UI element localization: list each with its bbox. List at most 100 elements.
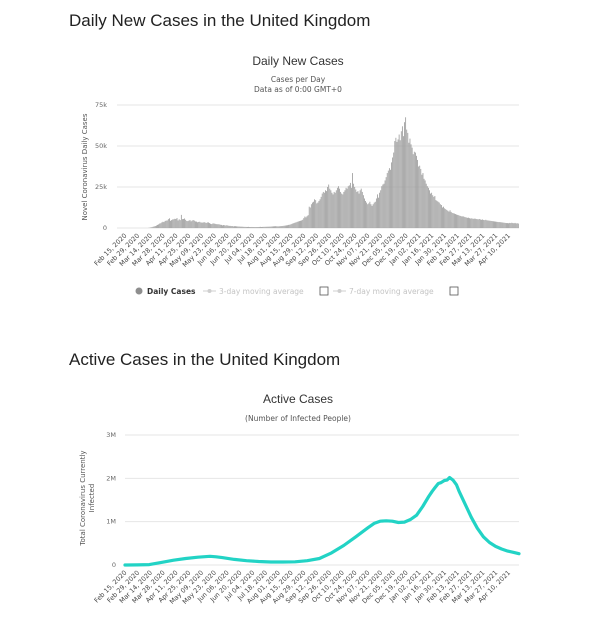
daily-case-bar (177, 220, 179, 228)
chart-subtitle-line: Data as of 0:00 GMT+0 (254, 85, 342, 94)
daily-case-bar (432, 195, 434, 228)
legend-item-daily-cases[interactable]: Daily Cases (135, 287, 197, 296)
legend-marker (207, 289, 212, 293)
daily-case-bar (377, 194, 378, 228)
daily-case-bar (186, 220, 188, 228)
daily-case-bar (348, 185, 350, 228)
daily-case-bar (501, 222, 503, 228)
daily-case-bar (165, 220, 167, 228)
daily-case-bar (369, 201, 371, 228)
daily-case-bar (424, 180, 426, 228)
daily-case-bar (474, 218, 476, 228)
daily-case-bar (460, 216, 462, 228)
daily-case-bar (448, 211, 450, 228)
daily-case-bar (164, 220, 166, 228)
daily-case-bar (514, 222, 516, 228)
daily-case-bar (178, 219, 180, 228)
daily-case-bar (496, 221, 498, 228)
daily-case-bar (333, 191, 335, 228)
daily-case-bar (307, 215, 309, 228)
daily-case-bar (314, 199, 316, 228)
daily-case-bar (315, 200, 317, 228)
daily-case-bar (183, 218, 184, 228)
daily-case-bar (281, 226, 283, 228)
daily-case-bar (331, 192, 333, 228)
daily-case-bar (401, 126, 403, 228)
daily-case-bar (274, 226, 275, 228)
daily-case-bar (397, 139, 399, 228)
daily-case-bar (477, 219, 479, 228)
daily-case-bar (262, 226, 264, 228)
daily-case-bar (172, 219, 174, 228)
daily-case-bar (412, 154, 414, 228)
daily-case-bar (251, 226, 253, 228)
daily-case-bar (405, 117, 407, 228)
daily-case-bar (316, 203, 318, 228)
daily-case-bar (358, 193, 360, 228)
daily-case-bar (170, 220, 171, 228)
legend: Daily Cases 3-day moving average 7-day m… (135, 286, 459, 296)
daily-case-bar (275, 226, 277, 228)
daily-case-bar (320, 196, 322, 228)
daily-case-bar (435, 200, 437, 228)
daily-case-bar (466, 217, 468, 228)
daily-case-bar (162, 221, 164, 228)
daily-case-bar (257, 226, 259, 228)
daily-case-bar (442, 207, 443, 228)
legend-item-3-day-average[interactable]: 3-day moving average (203, 287, 304, 296)
daily-case-bar (318, 200, 320, 228)
daily-case-bar (349, 182, 351, 228)
daily-case-bar (505, 223, 507, 228)
daily-case-bar (459, 215, 461, 228)
daily-case-bar (507, 223, 508, 228)
daily-case-bar (289, 224, 291, 228)
daily-case-bar (420, 168, 422, 228)
daily-case-bar (158, 224, 159, 228)
daily-case-bar (202, 222, 204, 228)
y-tick-label: 0 (103, 224, 107, 232)
legend-item-7-day-average[interactable]: 7-day moving average (333, 287, 434, 296)
daily-case-bar (198, 221, 200, 228)
daily-case-bar (375, 198, 377, 228)
daily-case-bar (510, 223, 512, 228)
daily-case-bar (263, 226, 265, 228)
daily-case-bar (407, 132, 409, 228)
daily-case-bar (351, 187, 352, 228)
daily-case-bar (201, 222, 203, 228)
daily-case-bar (232, 226, 234, 228)
daily-case-bar (203, 222, 205, 228)
legend-checkbox-3-day[interactable] (319, 286, 329, 296)
daily-case-bar (419, 165, 421, 228)
daily-case-bar (205, 222, 207, 228)
daily-case-bar (267, 226, 269, 228)
daily-case-bar (156, 225, 157, 228)
daily-case-bar (189, 219, 191, 228)
daily-case-bar (303, 218, 305, 228)
daily-case-bar (265, 226, 267, 228)
daily-case-bar (422, 173, 424, 228)
daily-case-bar (204, 222, 206, 228)
daily-case-bar (157, 224, 158, 228)
daily-case-bar (327, 187, 329, 228)
daily-case-bar (301, 220, 303, 228)
daily-case-bar (445, 209, 447, 228)
legend-checkbox-7-day[interactable] (449, 286, 459, 296)
daily-case-bar (440, 205, 442, 228)
daily-case-bar (288, 224, 290, 228)
y-tick-label: 0 (112, 561, 116, 569)
daily-case-bar (473, 218, 475, 228)
daily-case-bar (255, 227, 257, 228)
legend-marker (337, 289, 342, 293)
daily-case-bar (182, 219, 183, 228)
daily-case-bar (167, 219, 169, 228)
daily-case-bar (487, 220, 489, 228)
daily-case-bar (439, 204, 441, 228)
daily-case-bar (328, 184, 330, 228)
daily-case-bar (388, 168, 390, 228)
daily-case-bar (240, 226, 242, 228)
daily-case-bar (268, 226, 270, 228)
daily-case-bar (463, 216, 465, 228)
daily-case-bar (286, 225, 287, 228)
daily-case-bar (490, 220, 492, 228)
daily-case-bar (256, 227, 258, 228)
